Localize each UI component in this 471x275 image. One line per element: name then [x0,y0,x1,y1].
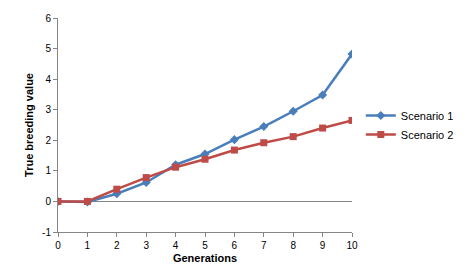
svg-text:8: 8 [290,240,296,251]
svg-text:6: 6 [45,13,51,24]
svg-text:0: 0 [55,240,61,251]
svg-text:10: 10 [346,240,358,251]
svg-text:4: 4 [45,74,51,85]
svg-text:Scenario 2: Scenario 2 [401,129,454,141]
svg-text:0: 0 [45,196,51,207]
svg-text:-1: -1 [42,227,51,238]
svg-text:Scenario 1: Scenario 1 [401,110,454,122]
svg-text:5: 5 [202,240,208,251]
svg-text:4: 4 [173,240,179,251]
svg-text:9: 9 [320,240,326,251]
svg-text:6: 6 [232,240,238,251]
svg-text:7: 7 [261,240,267,251]
svg-text:5: 5 [45,43,51,54]
svg-text:1: 1 [85,240,91,251]
svg-text:3: 3 [143,240,149,251]
svg-text:Generations: Generations [173,252,237,264]
svg-text:2: 2 [114,240,120,251]
svg-text:3: 3 [45,104,51,115]
svg-text:True breeding value: True breeding value [23,73,35,177]
svg-text:2: 2 [45,135,51,146]
svg-text:1: 1 [45,165,51,176]
